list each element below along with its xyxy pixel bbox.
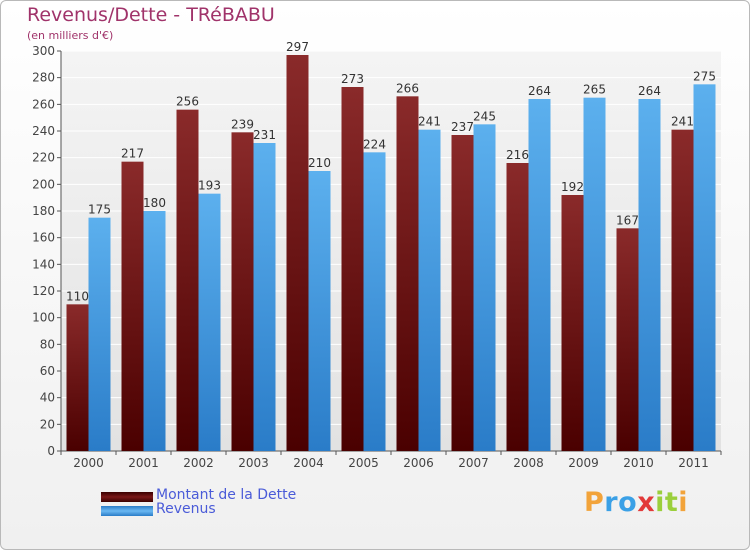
- data-label-dette: 273: [341, 72, 364, 86]
- bar-dette: [66, 304, 89, 451]
- y-tick-label: 140: [32, 257, 55, 271]
- bar-dette: [561, 195, 584, 451]
- data-label-dette: 266: [396, 81, 419, 95]
- x-tick-label: 2011: [678, 456, 709, 470]
- bar-dette: [506, 163, 529, 451]
- y-tick-label: 300: [32, 44, 55, 58]
- data-label-revenus: 264: [638, 84, 661, 98]
- bar-dette: [231, 132, 254, 452]
- bar-revenus: [253, 143, 276, 451]
- data-label-revenus: 265: [583, 83, 606, 97]
- y-tick-label: 40: [40, 391, 55, 405]
- x-tick-label: 2004: [293, 456, 324, 470]
- bar-revenus: [638, 99, 661, 451]
- x-tick-label: 2002: [183, 456, 214, 470]
- y-tick-label: 180: [32, 204, 55, 218]
- y-tick-label: 0: [47, 444, 55, 458]
- y-tick-label: 240: [32, 124, 55, 138]
- x-tick-label: 2001: [128, 456, 159, 470]
- y-tick-label: 200: [32, 177, 55, 191]
- data-label-revenus: 193: [198, 179, 221, 193]
- bar-dette: [616, 228, 639, 451]
- data-label-revenus: 175: [88, 203, 111, 217]
- data-label-revenus: 264: [528, 84, 551, 98]
- bar-revenus: [88, 217, 111, 451]
- bar-revenus: [198, 193, 221, 451]
- bar-dette: [396, 96, 419, 451]
- y-tick-label: 60: [40, 364, 55, 378]
- legend-label-dette: Montant de la Dette: [156, 487, 297, 503]
- bar-revenus: [363, 152, 386, 452]
- bar-revenus: [693, 84, 716, 451]
- proxiti-logo: Proxiti: [584, 487, 688, 518]
- bar-dette: [121, 161, 144, 451]
- bar-revenus: [528, 99, 551, 451]
- plot-area: [61, 51, 721, 451]
- data-label-dette: 192: [561, 180, 584, 194]
- logo-letter: i: [678, 487, 689, 518]
- data-label-revenus: 275: [693, 69, 716, 83]
- y-tick-label: 80: [40, 337, 55, 351]
- data-label-revenus: 210: [308, 156, 331, 170]
- data-label-revenus: 231: [253, 128, 276, 142]
- data-label-dette: 217: [121, 147, 144, 161]
- y-tick-label: 280: [32, 71, 55, 85]
- logo-letter: x: [637, 487, 656, 518]
- y-tick-label: 160: [32, 231, 55, 245]
- legend-swatch-revenus: [101, 506, 153, 516]
- data-label-dette: 237: [451, 120, 474, 134]
- bar-dette: [451, 135, 474, 451]
- bar-dette: [671, 129, 694, 451]
- x-tick-label: 2010: [623, 456, 654, 470]
- y-tick-label: 260: [32, 97, 55, 111]
- logo-letter: P: [584, 487, 605, 518]
- logo-letter: o: [618, 487, 638, 518]
- bar-revenus: [583, 97, 606, 452]
- y-tick-label: 120: [32, 284, 55, 298]
- data-label-dette: 167: [616, 213, 639, 227]
- data-label-revenus: 180: [143, 196, 166, 210]
- x-tick-label: 2005: [348, 456, 379, 470]
- x-tick-label: 2003: [238, 456, 269, 470]
- chart-title: Revenus/Dette - TRéBABU: [27, 4, 275, 26]
- legend-swatch-dette: [101, 492, 153, 502]
- data-label-revenus: 224: [363, 137, 386, 151]
- data-label-revenus: 245: [473, 109, 496, 123]
- bar-revenus: [473, 124, 496, 451]
- x-tick-label: 2008: [513, 456, 544, 470]
- data-label-dette: 216: [506, 148, 529, 162]
- bar-dette: [341, 87, 364, 451]
- y-tick-label: 100: [32, 311, 55, 325]
- bar-revenus: [418, 129, 441, 451]
- logo-letter: i: [655, 487, 665, 518]
- y-tick-label: 220: [32, 151, 55, 165]
- bar-revenus: [143, 211, 166, 451]
- data-label-dette: 297: [286, 40, 309, 54]
- data-label-dette: 256: [176, 95, 199, 109]
- legend-label-revenus: Revenus: [156, 501, 216, 517]
- x-tick-label: 2000: [73, 456, 104, 470]
- data-label-dette: 239: [231, 117, 254, 131]
- bar-revenus: [308, 171, 331, 451]
- data-label-dette: 110: [66, 289, 89, 303]
- bar-dette: [176, 109, 199, 452]
- data-label-revenus: 241: [418, 115, 441, 129]
- logo-letter: t: [664, 487, 679, 518]
- x-tick-label: 2007: [458, 456, 489, 470]
- chart-subtitle: (en milliers d'€): [27, 29, 114, 42]
- logo-letter: r: [604, 487, 619, 518]
- y-tick-label: 20: [40, 417, 55, 431]
- x-tick-label: 2009: [568, 456, 599, 470]
- x-tick-label: 2006: [403, 456, 434, 470]
- bar-dette: [286, 55, 309, 451]
- data-label-dette: 241: [671, 115, 694, 129]
